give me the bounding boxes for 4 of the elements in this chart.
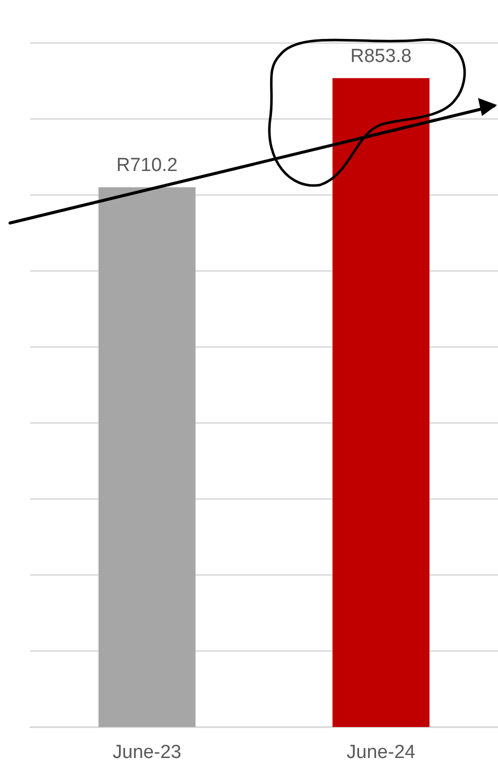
x-tick-label: June-24 (346, 742, 416, 763)
data-label: R853.8 (350, 46, 412, 68)
data-label: R710.2 (116, 155, 178, 176)
x-tick-label: June-23 (112, 742, 182, 763)
